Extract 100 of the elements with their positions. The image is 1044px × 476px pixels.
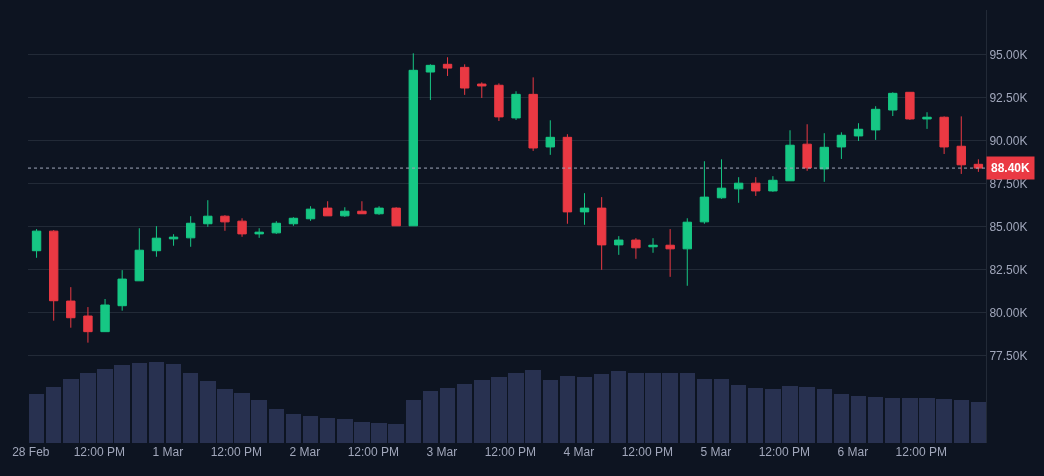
candlestick — [751, 176, 761, 197]
candlestick — [185, 215, 196, 248]
bar — [45, 387, 62, 443]
candlestick — [237, 217, 247, 238]
bar — [182, 373, 199, 443]
candlestick — [271, 220, 281, 235]
candlestick — [391, 206, 401, 227]
bar — [456, 383, 473, 443]
candlestick — [888, 91, 898, 117]
candlestick — [562, 133, 573, 225]
candlestick — [785, 129, 795, 182]
candlestick — [596, 196, 607, 271]
candlestick — [305, 205, 316, 222]
y-tick-label: 82.50K — [989, 262, 1028, 277]
candlestick — [31, 228, 42, 259]
bar — [165, 363, 182, 443]
candlestick — [853, 122, 864, 142]
x-tick-label: 12:00 PM — [758, 445, 811, 459]
bar — [816, 388, 832, 443]
candlestick — [682, 217, 692, 287]
y-tick-label: 85.00K — [989, 219, 1028, 234]
candlestick — [151, 225, 162, 258]
y-tick-label: 80.00K — [989, 305, 1028, 320]
candlestick — [665, 228, 675, 278]
x-tick-label: 12:00 PM — [621, 445, 674, 459]
x-tick-label: 12:00 PM — [73, 445, 126, 459]
candlestick — [528, 76, 538, 152]
y-tick-label: 77.50K — [989, 348, 1028, 363]
bar — [559, 375, 576, 443]
bar — [696, 379, 713, 443]
candlestick — [254, 227, 264, 239]
candlestick — [956, 115, 966, 175]
x-tick-label: 4 Mar — [563, 445, 595, 459]
candlestick — [768, 175, 778, 193]
bar — [679, 372, 695, 443]
x-tick-label: 1 Mar — [152, 445, 184, 459]
candlestick — [939, 115, 949, 155]
y-tick-label: 92.50K — [989, 90, 1028, 105]
bar — [576, 377, 593, 443]
bar — [970, 401, 986, 443]
bar — [439, 387, 456, 443]
bar — [285, 413, 302, 443]
candlestick — [100, 298, 110, 333]
candlestick — [340, 206, 350, 218]
candlestick — [322, 200, 333, 217]
bar — [953, 400, 969, 443]
x-tick-label: 12:00 PM — [210, 445, 263, 459]
candlestick — [511, 90, 521, 121]
bar — [28, 394, 45, 443]
x-tick-label: 3 Mar — [426, 445, 458, 459]
candlestick — [905, 91, 915, 121]
bar — [611, 370, 627, 443]
bar — [302, 416, 319, 443]
candlestick — [699, 160, 710, 225]
x-tick-label: 12:00 PM — [484, 445, 537, 459]
bar — [833, 394, 850, 443]
candlestick — [836, 131, 847, 160]
bar — [713, 379, 730, 443]
bar — [885, 397, 901, 443]
y-tick-label: 95.00K — [989, 47, 1028, 62]
candlestick — [203, 199, 213, 228]
y-tick-label: 90.00K — [989, 133, 1028, 148]
candlestick — [631, 237, 641, 260]
x-tick-label: 28 Feb — [12, 445, 50, 459]
x-tick-label: 12:00 PM — [895, 445, 947, 459]
candlestick — [819, 132, 829, 183]
candlestick — [802, 123, 812, 172]
bar — [730, 384, 747, 443]
candlestick — [494, 82, 504, 122]
candlestick — [48, 229, 59, 322]
candlestick — [134, 227, 144, 282]
x-tick-label: 2 Mar — [289, 445, 321, 459]
bar — [148, 362, 165, 443]
candlestick — [442, 56, 453, 77]
candlestick — [117, 269, 127, 312]
candlestick — [477, 81, 487, 99]
bar — [593, 374, 610, 443]
candlestick — [648, 237, 658, 254]
candlestick — [66, 286, 76, 329]
candlestick — [733, 176, 744, 204]
candlestick — [922, 111, 932, 130]
candlestick — [357, 200, 367, 215]
bar — [405, 400, 421, 443]
candlestick — [220, 214, 230, 232]
candlestick — [870, 105, 881, 141]
x-tick-label: 6 Mar — [837, 445, 869, 459]
candlestick — [374, 205, 384, 216]
candlestick — [425, 63, 436, 101]
candlestick — [168, 233, 179, 247]
candlestick — [83, 306, 93, 344]
ref-line-label: 88.40K — [991, 161, 1031, 175]
bar — [850, 396, 867, 443]
y-tick-label: 87.50K — [989, 176, 1028, 191]
bar — [748, 387, 764, 443]
x-tick-label: 5 Mar — [700, 445, 732, 459]
candlestick — [408, 52, 418, 227]
candlestick — [545, 119, 555, 156]
candlestick — [716, 158, 727, 200]
candlestick — [579, 192, 590, 226]
bar — [268, 408, 285, 443]
